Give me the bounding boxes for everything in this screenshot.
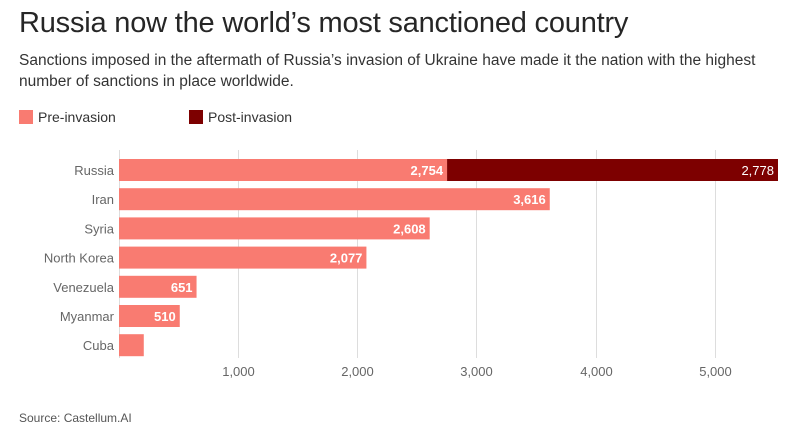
bar-pre-invasion (119, 246, 367, 269)
bar-pre-invasion (119, 305, 180, 327)
data-label: 2,608 (393, 221, 426, 236)
x-tick-label: 1,000 (222, 364, 255, 379)
bar-pre-invasion (119, 275, 197, 298)
legend: Pre-invasion Post-invasion (19, 108, 292, 126)
bar-pre-invasion (119, 159, 448, 181)
data-label: 2,778 (741, 163, 774, 178)
legend-swatch-pre-invasion (19, 110, 33, 124)
chart-title: Russia now the world’s most sanctioned c… (19, 7, 629, 39)
x-tick-label: 5,000 (699, 364, 732, 379)
category-label: Venezuela (53, 280, 114, 295)
data-label: 2,077 (330, 251, 363, 266)
data-label: 3,616 (513, 192, 546, 207)
chart-subtitle: Sanctions imposed in the aftermath of Ru… (19, 52, 756, 90)
x-tick-label: 4,000 (580, 364, 613, 379)
source-note: Source: Castellum.AI (19, 411, 132, 425)
bar-pre-invasion (119, 334, 144, 357)
data-label: 651 (171, 280, 193, 295)
bar-pre-invasion (119, 217, 430, 240)
legend-item-pre-invasion: Pre-invasion (19, 109, 116, 125)
data-label: 2,754 (411, 163, 444, 178)
category-label: Myanmar (60, 309, 115, 324)
legend-label-post-invasion: Post-invasion (208, 109, 293, 125)
category-label: Cuba (83, 338, 115, 353)
x-tick-label: 2,000 (341, 364, 374, 379)
legend-label-pre-invasion: Pre-invasion (38, 109, 116, 125)
legend-swatch-post-invasion (189, 110, 203, 124)
bar-pre-invasion (119, 188, 550, 211)
category-label: Iran (92, 192, 114, 207)
data-label: 510 (154, 309, 176, 324)
x-tick-label: 3,000 (460, 364, 493, 379)
category-label: Syria (84, 221, 114, 236)
bar-post-invasion (447, 159, 778, 181)
category-label: North Korea (44, 251, 115, 266)
category-label: Russia (74, 163, 115, 178)
legend-item-post-invasion: Post-invasion (189, 109, 292, 125)
bar-chart: 1,000 2,000 3,000 4,000 5,000 Russia 2,754 2,77… (44, 150, 778, 379)
